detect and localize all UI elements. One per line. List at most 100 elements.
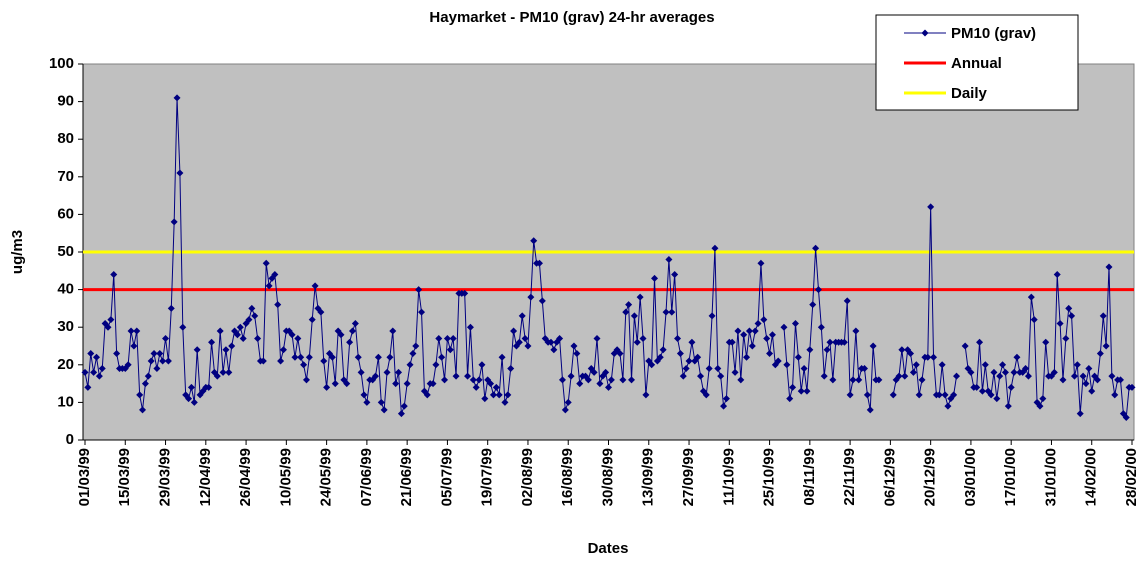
data-point <box>432 361 440 369</box>
data-point <box>757 259 765 267</box>
data-point <box>694 353 702 361</box>
data-point <box>504 391 512 399</box>
data-point <box>441 376 449 384</box>
data-point <box>1088 387 1096 395</box>
data-point <box>288 331 296 339</box>
data-point <box>185 395 193 403</box>
data-point <box>1042 338 1050 346</box>
data-point <box>265 282 273 290</box>
data-point <box>1128 383 1136 391</box>
data-point <box>996 372 1004 380</box>
data-point <box>829 376 837 384</box>
data-point <box>791 319 799 327</box>
data-point <box>1056 319 1064 327</box>
data-point <box>780 323 788 331</box>
data-point <box>374 353 382 361</box>
data-point <box>682 365 690 373</box>
data-point <box>935 391 943 399</box>
data-point <box>487 380 495 388</box>
data-point <box>233 331 241 339</box>
x-tick-label: 19/07/99 <box>479 448 496 506</box>
data-point <box>1004 402 1012 410</box>
data-point <box>662 308 670 316</box>
data-point <box>924 353 932 361</box>
data-point <box>308 316 316 324</box>
data-point <box>636 293 644 301</box>
data-point <box>464 372 472 380</box>
data-point <box>783 361 791 369</box>
data-point <box>164 357 172 365</box>
data-point <box>734 327 742 335</box>
data-point <box>435 334 443 342</box>
x-tick-label: 29/03/99 <box>157 448 174 506</box>
data-point <box>794 353 802 361</box>
data-point <box>162 334 170 342</box>
data-point <box>225 368 233 376</box>
data-point <box>1108 372 1116 380</box>
data-point <box>515 338 523 346</box>
data-point <box>443 334 451 342</box>
data-point <box>300 361 308 369</box>
data-point <box>953 372 961 380</box>
data-point <box>317 308 325 316</box>
data-point <box>973 383 981 391</box>
data-point <box>87 350 95 358</box>
data-point <box>107 316 115 324</box>
data-point <box>616 350 624 358</box>
data-point <box>141 380 149 388</box>
data-point <box>944 402 952 410</box>
data-point <box>717 372 725 380</box>
data-point <box>262 259 270 267</box>
data-point <box>205 383 213 391</box>
x-tick-label: 17/01/00 <box>1002 448 1019 506</box>
data-point <box>311 282 319 290</box>
data-point <box>679 372 687 380</box>
data-point <box>797 387 805 395</box>
y-tick-label: 40 <box>57 281 74 298</box>
data-point <box>803 387 811 395</box>
data-point <box>840 338 848 346</box>
data-point <box>239 334 247 342</box>
data-point <box>990 368 998 376</box>
data-point <box>1073 361 1081 369</box>
data-point <box>1030 316 1038 324</box>
data-point <box>846 391 854 399</box>
y-tick-label: 10 <box>57 393 74 410</box>
data-point <box>403 380 411 388</box>
data-point <box>826 338 834 346</box>
x-tick-label: 28/02/00 <box>1123 448 1140 506</box>
data-point <box>124 361 132 369</box>
data-point <box>1039 395 1047 403</box>
data-point <box>596 380 604 388</box>
y-tick-label: 50 <box>57 243 74 260</box>
x-tick-label: 27/09/99 <box>680 448 697 506</box>
data-point <box>133 327 141 335</box>
x-tick-label: 31/01/00 <box>1042 448 1059 506</box>
data-point <box>489 391 497 399</box>
x-tick-label: 22/11/99 <box>841 448 858 506</box>
data-point <box>570 342 578 350</box>
data-point <box>331 380 339 388</box>
data-point <box>1050 368 1058 376</box>
data-point <box>521 334 529 342</box>
x-tick-label: 26/04/99 <box>237 448 254 506</box>
data-point <box>1116 376 1124 384</box>
data-point <box>814 286 822 294</box>
data-point <box>228 342 236 350</box>
data-point <box>823 346 831 354</box>
data-point <box>351 319 359 327</box>
data-point <box>392 380 400 388</box>
data-point <box>930 353 938 361</box>
data-point <box>665 256 673 264</box>
data-point <box>573 350 581 358</box>
data-point <box>222 346 230 354</box>
data-point <box>918 376 926 384</box>
data-point <box>866 406 874 414</box>
data-point <box>507 365 515 373</box>
data-point <box>863 391 871 399</box>
data-point <box>748 342 756 350</box>
x-axis-title: Dates <box>588 540 629 557</box>
legend-label: PM10 (grav) <box>951 25 1036 42</box>
data-point <box>740 331 748 339</box>
data-point <box>1082 380 1090 388</box>
